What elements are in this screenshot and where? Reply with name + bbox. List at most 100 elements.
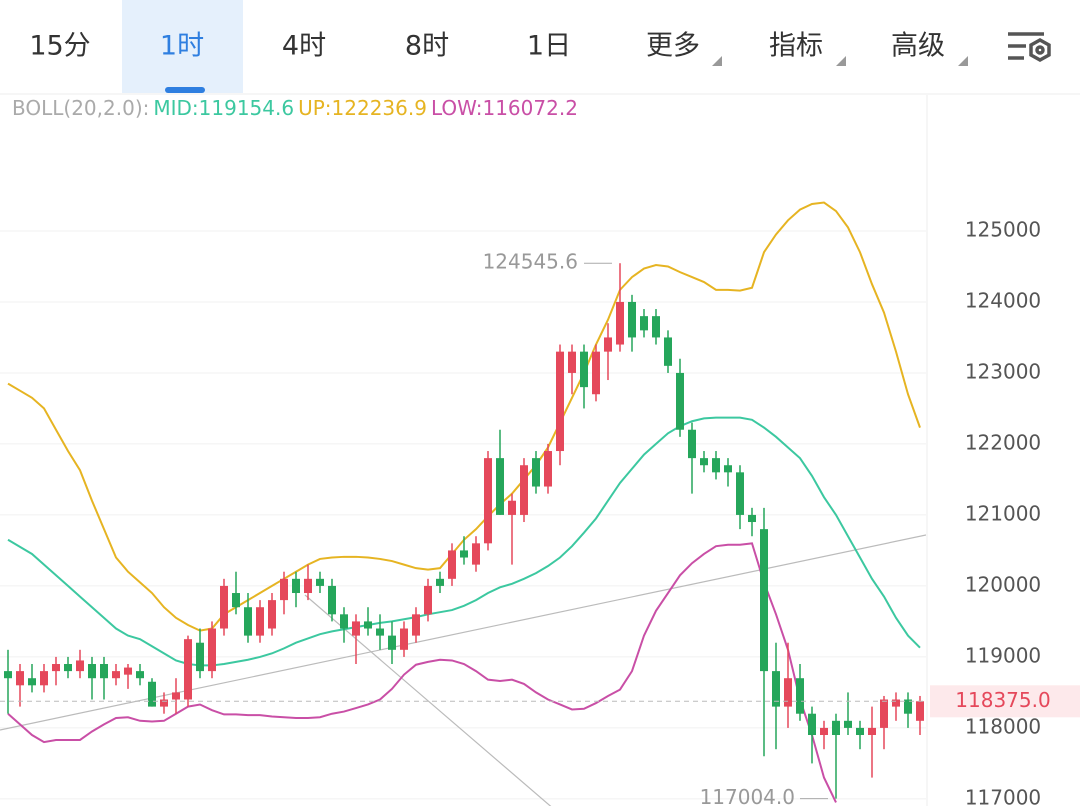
tab[interactable]: 1时 [160, 31, 204, 62]
candle-body [172, 692, 180, 700]
candle-body [760, 529, 768, 672]
candle-body [100, 664, 108, 679]
grid [0, 230, 926, 800]
y-tick-label: 120000 [965, 572, 1041, 596]
candle-body [4, 671, 12, 679]
candle-body [688, 429, 696, 459]
candle-body [784, 678, 792, 707]
candle-body [376, 628, 384, 636]
candle-body [676, 372, 684, 430]
candle-body [916, 701, 924, 721]
boll-legend: BOLL(20,2.0): MID:119154.6 UP:122236.9 LOW:… [12, 96, 578, 120]
candle-body [652, 316, 660, 338]
candle-body [496, 458, 504, 515]
candle-body [268, 600, 276, 629]
active-tab-indicator [165, 87, 205, 93]
last-price-label: 118375.0 [955, 688, 1050, 712]
y-tick-label: 118000 [965, 714, 1041, 738]
tab[interactable]: 更多 [646, 31, 700, 62]
tab[interactable]: 8时 [405, 31, 449, 62]
candle-body [880, 699, 888, 728]
plot-area: 124545.6 117004.0 [0, 201, 926, 806]
candle-body [472, 543, 480, 565]
candle-body [328, 585, 336, 615]
candle-body [388, 635, 396, 650]
candle-body [292, 578, 300, 594]
candle-body [904, 699, 912, 714]
tab[interactable]: 1日 [527, 31, 571, 62]
legend-entry: MID:119154.6 [153, 96, 294, 120]
candle-body [832, 720, 840, 736]
candle-body [220, 585, 228, 629]
y-tick-label: 117000 [965, 785, 1041, 806]
candle-body [400, 628, 408, 650]
candle-body [256, 607, 264, 636]
tab[interactable]: 15分 [29, 31, 90, 62]
candle-body [532, 458, 540, 487]
candle-body [304, 578, 312, 594]
candle-body [448, 550, 456, 579]
tab[interactable]: 指标 [769, 31, 823, 62]
last-price-box [930, 685, 1080, 718]
candle-body [712, 458, 720, 473]
tab[interactable]: 4时 [282, 31, 326, 62]
tab[interactable]: 高级 [891, 31, 945, 62]
y-tick-label: 125000 [965, 217, 1041, 241]
candle-body [856, 727, 864, 736]
candle-body [424, 585, 432, 615]
candle-body [808, 713, 816, 736]
candle-body [28, 678, 36, 686]
legend-entry: UP:122236.9 [298, 96, 427, 120]
dropdown-arrow [958, 56, 968, 66]
candle-body [844, 720, 852, 728]
y-tick-label: 119000 [965, 643, 1041, 667]
y-tick-label: 121000 [965, 501, 1041, 525]
candle-body [892, 699, 900, 707]
candle-body [16, 671, 24, 686]
settings-icon[interactable] [1008, 32, 1051, 63]
candle-body [616, 301, 624, 345]
legend-entry: BOLL(20,2.0): [12, 96, 149, 120]
candle-body [556, 351, 564, 452]
candle-body [184, 639, 192, 700]
candle-body [208, 628, 216, 672]
candle-body [460, 550, 468, 558]
legend-entry: LOW:116072.2 [431, 96, 578, 120]
candle-body [592, 351, 600, 395]
candle-body [196, 642, 204, 672]
boll-line [7, 416, 921, 667]
candle-body [700, 458, 708, 466]
candle-body [316, 578, 324, 586]
y-axis: 117000 118000 119000 120000 121000 122000 1230… [930, 217, 1080, 806]
candle-body [484, 458, 492, 544]
high-label: 124545.6 [483, 250, 578, 274]
y-tick-label: 123000 [965, 359, 1041, 383]
active-tab-bg [122, 0, 243, 93]
candle-body [364, 621, 372, 629]
candle-body [544, 451, 552, 487]
low-label: 117004.0 [700, 785, 795, 806]
candle-body [820, 727, 828, 736]
candle-body [412, 614, 420, 636]
boll-line [7, 542, 837, 803]
candle-body [280, 578, 288, 601]
candle-body [664, 337, 672, 366]
candle-body [604, 337, 612, 352]
dropdown-arrow [836, 56, 846, 66]
candle-body [772, 671, 780, 707]
tab-bar: 15分 1时 4时 8时 1日 更多 指标 高级 [29, 0, 945, 93]
candle-body [88, 664, 96, 679]
candle-body [724, 465, 732, 473]
candle-body [76, 660, 84, 672]
candle-body [40, 671, 48, 686]
candle-body [124, 667, 132, 675]
annotations: 124545.6 117004.0 [0, 250, 926, 806]
candle-body [232, 593, 240, 608]
candle-body [568, 351, 576, 373]
y-tick-label: 124000 [965, 288, 1041, 312]
candle-body [148, 681, 156, 707]
candle-body [748, 514, 756, 523]
dropdown-arrow [712, 56, 722, 66]
